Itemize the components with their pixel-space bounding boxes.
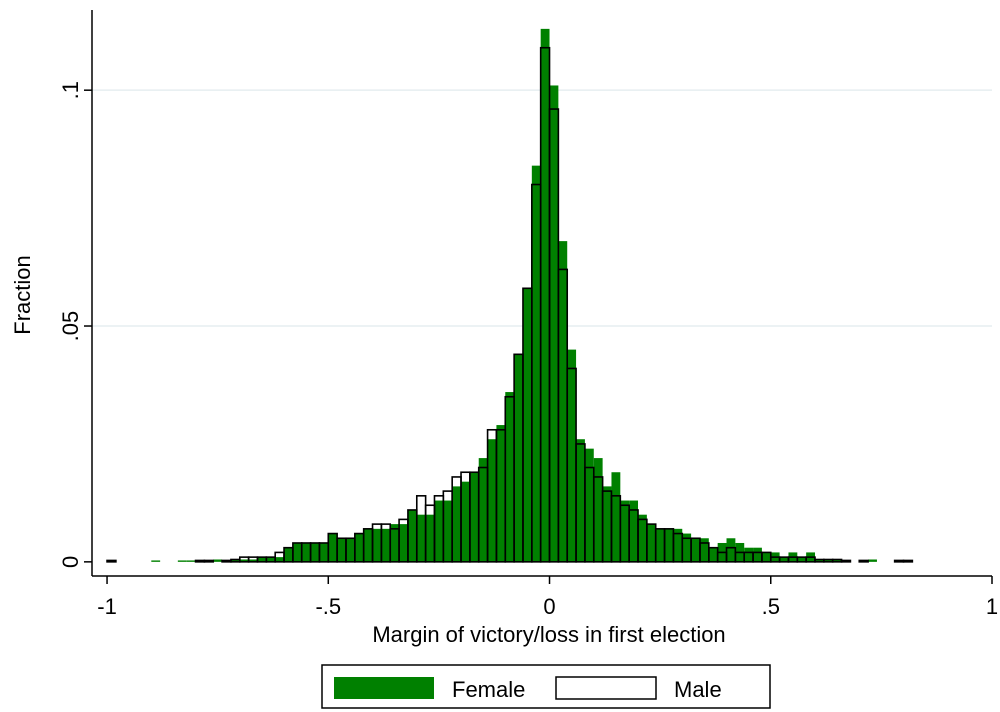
bar xyxy=(230,559,240,562)
bar xyxy=(478,458,488,562)
bar xyxy=(354,533,364,562)
x-tick-label: -1 xyxy=(97,594,117,619)
bar xyxy=(726,538,736,562)
bar xyxy=(452,486,462,562)
x-axis-title: Margin of victory/loss in first election xyxy=(372,622,725,647)
bar xyxy=(514,354,523,562)
bar xyxy=(832,559,842,562)
bar xyxy=(584,448,594,562)
x-tick-label: 1 xyxy=(986,594,998,619)
bar xyxy=(363,528,373,562)
bar xyxy=(319,542,329,562)
bar xyxy=(531,165,541,562)
bar xyxy=(213,559,223,562)
bar xyxy=(629,500,639,562)
bar xyxy=(699,538,709,562)
bar xyxy=(902,559,914,563)
bar xyxy=(673,528,683,562)
bar xyxy=(655,528,665,562)
bar xyxy=(425,514,435,562)
bar xyxy=(496,425,506,562)
bar xyxy=(310,542,320,562)
bar xyxy=(823,559,833,562)
bar xyxy=(691,538,700,562)
bar xyxy=(620,500,630,562)
bar xyxy=(868,559,877,562)
bar xyxy=(761,552,771,562)
bar xyxy=(602,486,612,562)
bar xyxy=(345,538,355,562)
legend-swatch xyxy=(555,676,657,700)
legend-label: Female xyxy=(452,677,525,702)
bar xyxy=(275,557,285,562)
bar xyxy=(797,557,807,562)
bar xyxy=(416,514,426,562)
y-tick-label: .05 xyxy=(58,311,83,342)
bar xyxy=(407,509,417,562)
bar xyxy=(390,524,400,562)
bar xyxy=(840,559,852,563)
bar xyxy=(239,559,249,562)
bar xyxy=(664,528,674,562)
bar xyxy=(567,349,577,562)
bar xyxy=(372,528,382,562)
x-tick-label: .5 xyxy=(762,594,780,619)
bar xyxy=(487,439,497,562)
bar xyxy=(638,514,647,562)
bar xyxy=(461,481,470,562)
bar xyxy=(292,542,302,562)
bar xyxy=(151,560,161,562)
bar xyxy=(257,557,267,562)
bar xyxy=(221,559,232,563)
bar xyxy=(186,560,196,562)
bar xyxy=(540,28,550,562)
bar xyxy=(177,560,187,562)
y-tick-label: 0 xyxy=(58,556,83,568)
x-tick-label: -.5 xyxy=(315,594,341,619)
y-axis-title: Fraction xyxy=(10,255,35,334)
y-tick-label: .1 xyxy=(58,81,83,99)
bar xyxy=(858,559,869,563)
bar xyxy=(576,439,585,562)
bar xyxy=(194,559,206,563)
bar xyxy=(682,533,692,562)
bar xyxy=(558,241,568,562)
bar xyxy=(266,557,276,562)
legend-label: Male xyxy=(674,677,722,702)
bar xyxy=(893,559,905,563)
bar xyxy=(434,500,444,562)
bar xyxy=(708,547,718,562)
bar xyxy=(522,288,532,562)
bar xyxy=(611,472,621,562)
bar xyxy=(301,542,311,562)
bar xyxy=(779,557,789,562)
x-tick-label: 0 xyxy=(543,594,555,619)
bar xyxy=(753,547,762,562)
bar xyxy=(469,472,479,562)
bar xyxy=(248,559,258,562)
bar xyxy=(505,392,515,562)
bar xyxy=(328,533,338,562)
bar xyxy=(646,524,656,562)
bar xyxy=(815,559,824,562)
bar xyxy=(443,500,453,562)
legend-swatch xyxy=(334,677,434,699)
bar xyxy=(549,85,559,562)
bar xyxy=(744,547,754,562)
bar xyxy=(337,538,346,562)
bar xyxy=(593,458,603,562)
bar xyxy=(106,559,117,563)
bar xyxy=(381,528,391,562)
bar xyxy=(284,547,293,562)
bar xyxy=(399,524,408,562)
bar xyxy=(203,559,215,563)
